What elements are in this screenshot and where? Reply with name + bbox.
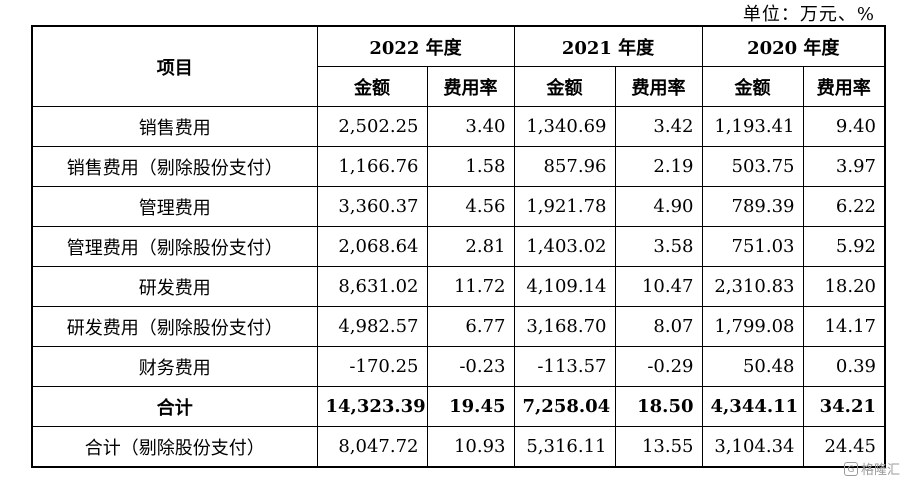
header-rate: 费用率 [802,66,886,107]
amount-cell: 789.39 [701,186,804,227]
amount-cell: 4,109.14 [513,266,616,307]
row-label: 销售费用（剔除股份支付） [31,146,318,187]
amount-cell: 5,316.11 [513,426,616,468]
rate-cell: 34.21 [802,386,886,427]
rate-cell: 18.50 [614,386,703,427]
row-label: 管理费用 [31,186,318,227]
amount-cell: 2,502.25 [316,106,428,147]
rate-cell: 3.42 [614,106,703,147]
table-row: 管理费用 3,360.37 4.56 1,921.78 4.90 789.39 6.22 [31,186,886,227]
amount-cell: 1,193.41 [701,106,804,147]
rate-cell: 14.17 [802,306,886,347]
amount-cell: 3,360.37 [316,186,428,227]
watermark-text: 格隆汇 [860,463,900,478]
table-row: 研发费用 8,631.02 11.72 4,109.14 10.47 2,310.83 18… [31,266,886,307]
rate-cell: 24.45 [802,426,886,468]
table-row: 合计 14,323.39 19.45 7,258.04 18.50 4,344.11 34.… [31,386,886,427]
rate-cell: 18.20 [802,266,886,307]
amount-cell: 1,921.78 [513,186,616,227]
rate-cell: 6.22 [802,186,886,227]
amount-cell: 4,344.11 [701,386,804,427]
rate-cell: 10.47 [614,266,703,307]
rate-cell: 6.77 [426,306,515,347]
amount-cell: 8,631.02 [316,266,428,307]
amount-cell: 3,104.34 [701,426,804,468]
header-amount: 金额 [316,66,428,107]
table-row: 销售费用 2,502.25 3.40 1,340.69 3.42 1,193.41 9.40 [31,106,886,147]
expense-table: 项目 2022 年度 2021 年度 2020 年度 金额 费用率 金额 费用率… [31,25,886,468]
rate-cell: 10.93 [426,426,515,468]
rate-cell: 4.90 [614,186,703,227]
amount-cell: 1,340.69 [513,106,616,147]
amount-cell: 751.03 [701,226,804,267]
header-amount: 金额 [701,66,804,107]
rate-cell: 5.92 [802,226,886,267]
header-amount: 金额 [513,66,616,107]
rate-cell: -0.29 [614,346,703,387]
header-year-2022: 2022 年度 [316,25,515,67]
watermark: G 格隆汇 [843,459,900,478]
amount-cell: 1,166.76 [316,146,428,187]
rate-cell: 3.58 [614,226,703,267]
amount-cell: 8,047.72 [316,426,428,468]
row-label: 合计 [31,386,318,427]
amount-cell: 50.48 [701,346,804,387]
table-row: 管理费用（剔除股份支付） 2,068.64 2.81 1,403.02 3.58 751.… [31,226,886,267]
rate-cell: 2.19 [614,146,703,187]
header-row-years: 项目 2022 年度 2021 年度 2020 年度 [31,25,886,107]
rate-cell: 3.40 [426,106,515,147]
table-row: 财务费用 -170.25 -0.23 -113.57 -0.29 50.48 0.39 [31,346,886,387]
header-item: 项目 [31,25,318,107]
rate-cell: 1.58 [426,146,515,187]
rate-cell: 4.56 [426,186,515,227]
unit-label: 单位：万元、% [742,4,875,25]
amount-cell: 7,258.04 [513,386,616,427]
amount-cell: -113.57 [513,346,616,387]
watermark-logo-icon: G [843,461,858,476]
table-row: 研发费用（剔除股份支付） 4,982.57 6.77 3,168.70 8.07 1,79… [31,306,886,347]
rate-cell: 0.39 [802,346,886,387]
row-label: 财务费用 [31,346,318,387]
rate-cell: -0.23 [426,346,515,387]
table-row: 合计（剔除股份支付） 8,047.72 10.93 5,316.11 13.55 3,10… [31,426,886,468]
rate-cell: 9.40 [802,106,886,147]
header-rate: 费用率 [426,66,515,107]
header-rate: 费用率 [614,66,703,107]
amount-cell: 857.96 [513,146,616,187]
row-label: 合计（剔除股份支付） [31,426,318,468]
amount-cell: 503.75 [701,146,804,187]
rate-cell: 19.45 [426,386,515,427]
table-row: 销售费用（剔除股份支付） 1,166.76 1.58 857.96 2.19 503.75… [31,146,886,187]
rate-cell: 13.55 [614,426,703,468]
row-label: 销售费用 [31,106,318,147]
amount-cell: 3,168.70 [513,306,616,347]
header-year-2021: 2021 年度 [513,25,703,67]
row-label: 研发费用 [31,266,318,307]
amount-cell: 1,403.02 [513,226,616,267]
amount-cell: 1,799.08 [701,306,804,347]
amount-cell: 4,982.57 [316,306,428,347]
header-row-metrics: 金额 费用率 金额 费用率 金额 费用率 [32,66,886,107]
amount-cell: -170.25 [316,346,428,387]
row-label: 管理费用（剔除股份支付） [31,226,318,267]
rate-cell: 8.07 [614,306,703,347]
rate-cell: 11.72 [426,266,515,307]
header-year-2020: 2020 年度 [701,25,886,67]
amount-cell: 14,323.39 [316,386,428,427]
amount-cell: 2,068.64 [316,226,428,267]
rate-cell: 3.97 [802,146,886,187]
amount-cell: 2,310.83 [701,266,804,307]
row-label: 研发费用（剔除股份支付） [31,306,318,347]
rate-cell: 2.81 [426,226,515,267]
